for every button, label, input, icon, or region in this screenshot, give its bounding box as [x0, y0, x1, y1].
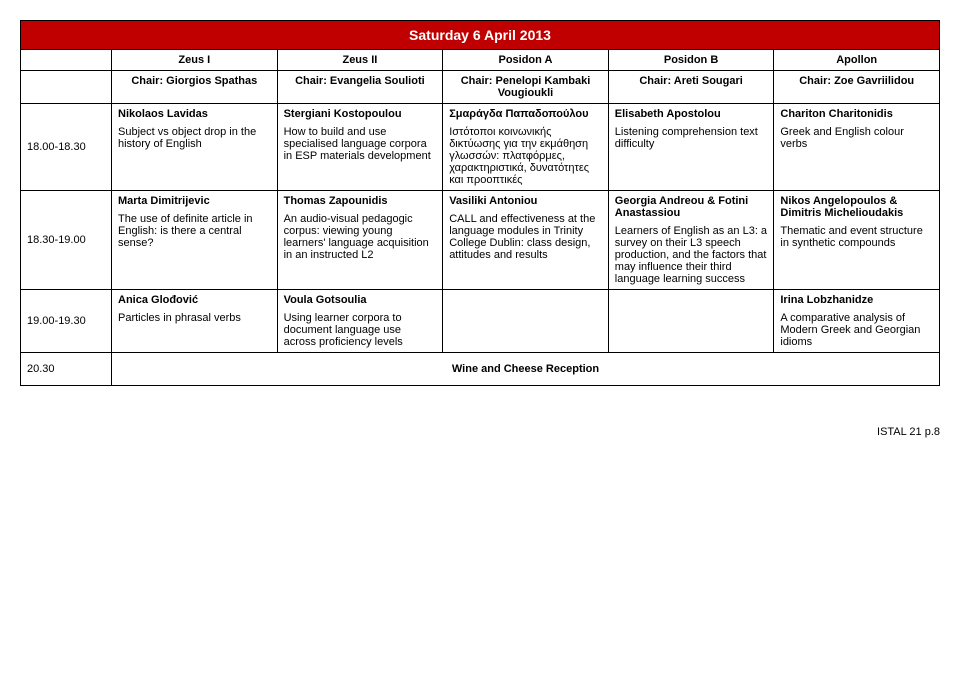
- talk-cell: Marta Dimitrijevic The use of definite a…: [112, 191, 278, 290]
- speaker-name: Nikolaos Lavidas: [118, 108, 271, 120]
- reception-time: 20.30: [21, 353, 112, 386]
- talk-cell: Nikolaos Lavidas Subject vs object drop …: [112, 104, 278, 191]
- speaker-name: Voula Gotsoulia: [284, 294, 437, 306]
- rooms-header-row: Zeus I Zeus II Posidon A Posidon B Apoll…: [21, 50, 940, 71]
- talk-cell: Irina Lobzhanidze A comparative analysis…: [774, 290, 940, 353]
- talk-desc: A comparative analysis of Modern Greek a…: [780, 312, 933, 348]
- talk-desc: Greek and English colour verbs: [780, 126, 933, 150]
- schedule-table: Zeus I Zeus II Posidon A Posidon B Apoll…: [20, 49, 940, 386]
- talk-desc: Learners of English as an L3: a survey o…: [615, 225, 768, 285]
- talk-cell: Elisabeth Apostolou Listening comprehens…: [608, 104, 774, 191]
- talk-cell: Thomas Zapounidis An audio-visual pedago…: [277, 191, 443, 290]
- talk-cell: Georgia Andreou & Fotini Anastassiou Lea…: [608, 191, 774, 290]
- talk-desc: Subject vs object drop in the history of…: [118, 126, 271, 150]
- talk-cell: Vasiliki Antoniou CALL and effectiveness…: [443, 191, 609, 290]
- room-header: Posidon B: [608, 50, 774, 71]
- speaker-name: Irina Lobzhanidze: [780, 294, 933, 306]
- speaker-name: Georgia Andreou & Fotini Anastassiou: [615, 195, 768, 219]
- room-header: Zeus I: [112, 50, 278, 71]
- talk-cell: [443, 290, 609, 353]
- page-footer: ISTAL 21 p.8: [20, 426, 940, 438]
- speaker-name: Thomas Zapounidis: [284, 195, 437, 207]
- chair-cell: Chair: Evangelia Soulioti: [277, 71, 443, 104]
- talk-cell: Voula Gotsoulia Using learner corpora to…: [277, 290, 443, 353]
- talk-desc: CALL and effectiveness at the language m…: [449, 213, 602, 261]
- speaker-name: Chariton Charitonidis: [780, 108, 933, 120]
- speaker-name: Σμαράγδα Παπαδοπούλου: [449, 108, 602, 120]
- talk-cell: [608, 290, 774, 353]
- room-header: Zeus II: [277, 50, 443, 71]
- speaker-name: Stergiani Kostopoulou: [284, 108, 437, 120]
- time-cell-empty: [21, 71, 112, 104]
- time-cell: 19.00-19.30: [21, 290, 112, 353]
- time-col-header: [21, 50, 112, 71]
- chair-cell: Chair: Zoe Gavriilidou: [774, 71, 940, 104]
- talk-cell: Chariton Charitonidis Greek and English …: [774, 104, 940, 191]
- reception-label: Wine and Cheese Reception: [112, 353, 940, 386]
- reception-row: 20.30 Wine and Cheese Reception: [21, 353, 940, 386]
- time-cell: 18.00-18.30: [21, 104, 112, 191]
- day-title-bar: Saturday 6 April 2013: [20, 20, 940, 49]
- talk-desc: The use of definite article in English: …: [118, 213, 271, 249]
- speaker-name: Marta Dimitrijevic: [118, 195, 271, 207]
- chair-cell: Chair: Penelopi Kambaki Vougioukli: [443, 71, 609, 104]
- speaker-name: Nikos Angelopoulos & Dimitris Michelioud…: [780, 195, 933, 219]
- talk-desc: Using learner corpora to document langua…: [284, 312, 437, 348]
- time-cell: 18.30-19.00: [21, 191, 112, 290]
- talk-cell: Anica Glođović Particles in phrasal verb…: [112, 290, 278, 353]
- chair-cell: Chair: Giorgios Spathas: [112, 71, 278, 104]
- speaker-name: Anica Glođović: [118, 294, 271, 306]
- talk-cell: Σμαράγδα Παπαδοπούλου Ιστότοποι κοινωνικ…: [443, 104, 609, 191]
- chair-cell: Chair: Areti Sougari: [608, 71, 774, 104]
- talk-cell: Nikos Angelopoulos & Dimitris Michelioud…: [774, 191, 940, 290]
- room-header: Posidon A: [443, 50, 609, 71]
- session-row: 18.30-19.00 Marta Dimitrijevic The use o…: [21, 191, 940, 290]
- chairs-row: Chair: Giorgios Spathas Chair: Evangelia…: [21, 71, 940, 104]
- session-row: 19.00-19.30 Anica Glođović Particles in …: [21, 290, 940, 353]
- talk-desc: Particles in phrasal verbs: [118, 312, 271, 324]
- talk-desc: Ιστότοποι κοινωνικής δικτύωσης για την ε…: [449, 126, 602, 186]
- talk-desc: Listening comprehension text difficulty: [615, 126, 768, 150]
- talk-cell: Stergiani Kostopoulou How to build and u…: [277, 104, 443, 191]
- talk-desc: An audio-visual pedagogic corpus: viewin…: [284, 213, 437, 261]
- talk-desc: Thematic and event structure in syntheti…: [780, 225, 933, 249]
- speaker-name: Elisabeth Apostolou: [615, 108, 768, 120]
- talk-desc: How to build and use specialised languag…: [284, 126, 437, 162]
- session-row: 18.00-18.30 Nikolaos Lavidas Subject vs …: [21, 104, 940, 191]
- room-header: Apollon: [774, 50, 940, 71]
- speaker-name: Vasiliki Antoniou: [449, 195, 602, 207]
